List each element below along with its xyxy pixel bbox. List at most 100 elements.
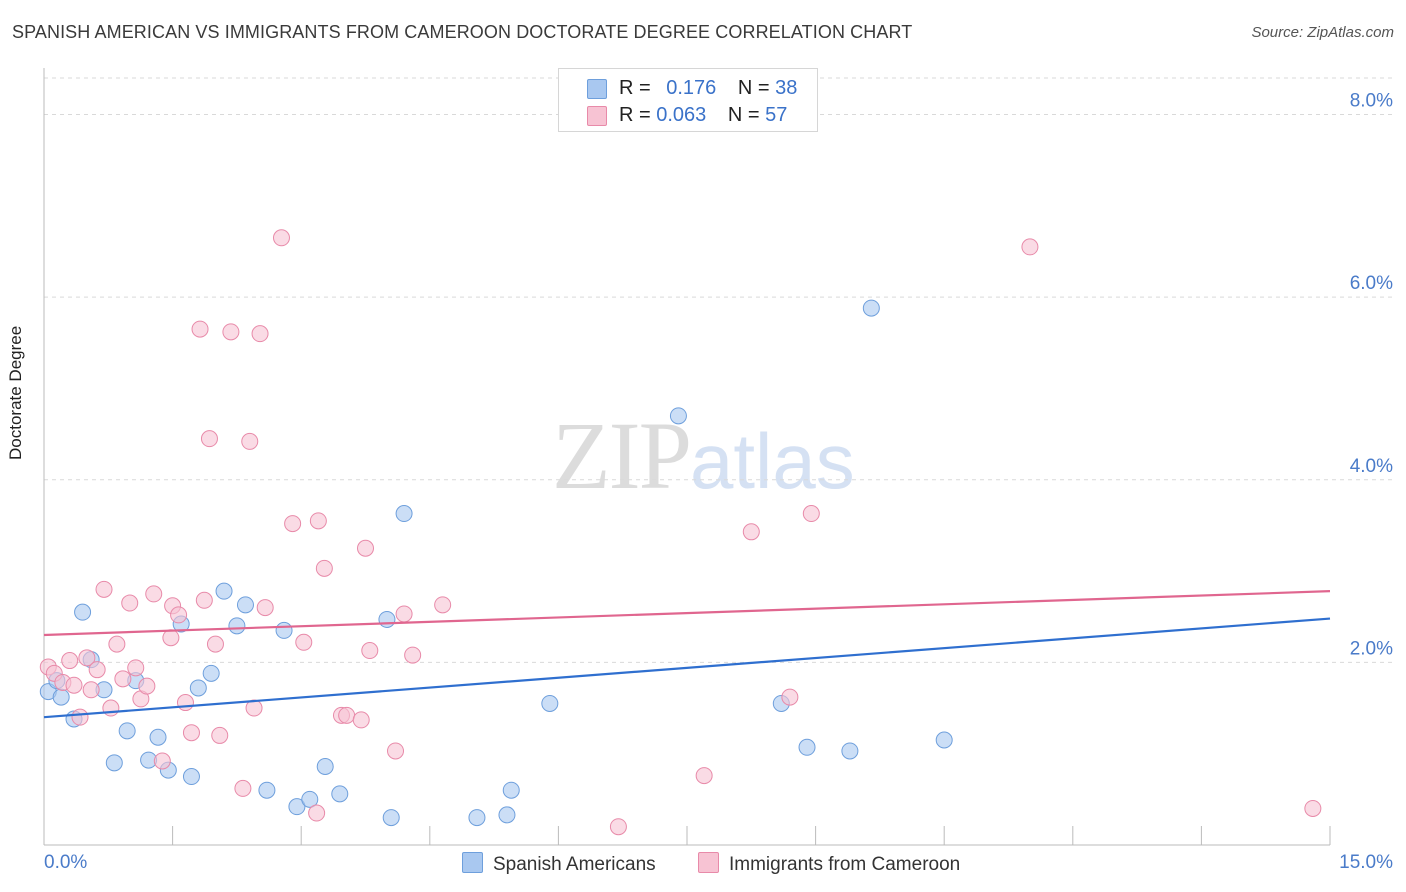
data-point-cameroon bbox=[315, 559, 333, 577]
legend-n-label: N = bbox=[737, 77, 770, 99]
data-point-spanish-americans bbox=[935, 731, 953, 749]
legend-item-spanish-americans: Spanish Americans bbox=[462, 852, 656, 876]
data-point-cameroon bbox=[61, 652, 79, 670]
data-point-cameroon bbox=[361, 642, 379, 660]
data-point-cameroon bbox=[206, 635, 224, 653]
data-point-cameroon bbox=[781, 688, 799, 706]
data-point-spanish-americans bbox=[182, 768, 200, 786]
data-point-cameroon bbox=[95, 580, 113, 598]
watermark: ZIPatlas bbox=[552, 400, 855, 511]
data-point-cameroon bbox=[395, 605, 413, 623]
data-point-spanish-americans bbox=[798, 738, 816, 756]
legend-label: Immigrants from Cameroon bbox=[729, 854, 961, 875]
watermark-zip: ZIP bbox=[552, 402, 692, 509]
data-point-cameroon bbox=[82, 681, 100, 699]
data-point-cameroon bbox=[1304, 799, 1322, 817]
data-point-spanish-americans bbox=[498, 806, 516, 824]
data-point-spanish-americans bbox=[236, 596, 254, 614]
data-point-cameroon bbox=[121, 594, 139, 612]
data-point-cameroon bbox=[256, 599, 274, 617]
data-point-cameroon bbox=[78, 649, 96, 667]
legend-swatch-pink bbox=[698, 852, 719, 873]
data-point-cameroon bbox=[387, 742, 405, 760]
data-point-spanish-americans bbox=[258, 781, 276, 799]
data-point-cameroon bbox=[742, 523, 760, 541]
data-point-cameroon bbox=[434, 596, 452, 614]
data-point-cameroon bbox=[309, 512, 327, 530]
data-point-spanish-americans bbox=[74, 603, 92, 621]
data-point-spanish-americans bbox=[541, 694, 559, 712]
data-point-cameroon bbox=[170, 606, 188, 624]
legend-r-value: 0.063 bbox=[656, 104, 707, 126]
legend-r-value: 0.176 bbox=[666, 77, 717, 99]
data-point-cameroon bbox=[153, 752, 171, 770]
trend-line-spanish-americans bbox=[43, 617, 1331, 719]
data-point-cameroon bbox=[404, 646, 422, 664]
data-point-spanish-americans bbox=[301, 790, 319, 808]
data-point-spanish-americans bbox=[189, 679, 207, 697]
data-point-cameroon bbox=[102, 699, 120, 717]
data-point-cameroon bbox=[71, 708, 89, 726]
data-point-spanish-americans bbox=[468, 809, 486, 827]
data-point-cameroon bbox=[114, 670, 132, 688]
data-point-spanish-americans bbox=[228, 617, 246, 635]
data-point-spanish-americans bbox=[502, 781, 520, 799]
data-point-cameroon bbox=[138, 677, 156, 695]
data-point-cameroon bbox=[308, 804, 326, 822]
data-point-spanish-americans bbox=[105, 754, 123, 772]
data-point-cameroon bbox=[295, 633, 313, 651]
y-tick-label: 2.0% bbox=[1350, 638, 1393, 659]
x-tick-label-max: 15.0% bbox=[1339, 852, 1393, 873]
legend-swatch-pink bbox=[587, 106, 607, 126]
data-point-cameroon bbox=[272, 229, 290, 247]
data-point-cameroon bbox=[127, 659, 145, 677]
x-tick-label-min: 0.0% bbox=[44, 852, 88, 873]
data-point-cameroon bbox=[357, 539, 374, 557]
legend-swatch-blue bbox=[587, 79, 607, 99]
data-point-cameroon bbox=[284, 515, 302, 533]
data-point-cameroon bbox=[251, 325, 269, 343]
trend-line-cameroon bbox=[43, 590, 1331, 637]
data-point-cameroon bbox=[65, 676, 83, 694]
data-point-cameroon bbox=[88, 661, 106, 679]
correlation-legend: R = 0.176 N = 38 R = 0.063 N = 57 bbox=[558, 68, 818, 132]
watermark-atlas: atlas bbox=[690, 417, 855, 505]
data-point-spanish-americans bbox=[395, 505, 413, 523]
data-point-cameroon bbox=[802, 505, 820, 523]
data-point-spanish-americans bbox=[862, 299, 880, 317]
data-point-cameroon bbox=[222, 323, 240, 341]
data-point-cameroon bbox=[1021, 238, 1039, 256]
data-point-spanish-americans bbox=[118, 722, 136, 740]
data-point-spanish-americans bbox=[52, 688, 70, 706]
y-tick-label: 6.0% bbox=[1350, 273, 1393, 294]
y-tick-label: 8.0% bbox=[1350, 91, 1393, 112]
legend-swatch-blue bbox=[462, 852, 483, 873]
data-point-cameroon bbox=[352, 711, 370, 729]
source-label: Source: ZipAtlas.com bbox=[1251, 24, 1394, 41]
data-point-cameroon bbox=[191, 320, 209, 338]
data-point-cameroon bbox=[338, 706, 356, 724]
data-point-cameroon bbox=[182, 724, 200, 742]
y-tick-label: 4.0% bbox=[1350, 456, 1393, 477]
legend-r-label: R = bbox=[619, 104, 651, 126]
data-point-cameroon bbox=[145, 585, 163, 603]
data-point-spanish-americans bbox=[331, 785, 349, 803]
legend-item-cameroon: Immigrants from Cameroon bbox=[698, 852, 960, 876]
data-point-spanish-americans bbox=[275, 621, 293, 639]
data-point-cameroon bbox=[200, 430, 218, 448]
data-point-spanish-americans bbox=[841, 742, 859, 760]
legend-label: Spanish Americans bbox=[493, 854, 656, 875]
data-point-cameroon bbox=[211, 726, 229, 744]
data-point-cameroon bbox=[176, 694, 194, 712]
data-point-cameroon bbox=[234, 779, 252, 797]
data-point-spanish-americans bbox=[215, 582, 233, 600]
legend-r-label: R = bbox=[619, 77, 651, 99]
data-point-spanish-americans bbox=[669, 407, 687, 425]
data-point-cameroon bbox=[241, 432, 259, 450]
legend-n-value: 57 bbox=[765, 104, 788, 126]
data-point-spanish-americans bbox=[316, 757, 334, 775]
data-point-spanish-americans bbox=[378, 610, 396, 628]
legend-n-label: N = bbox=[727, 104, 760, 126]
data-point-spanish-americans bbox=[382, 809, 400, 827]
